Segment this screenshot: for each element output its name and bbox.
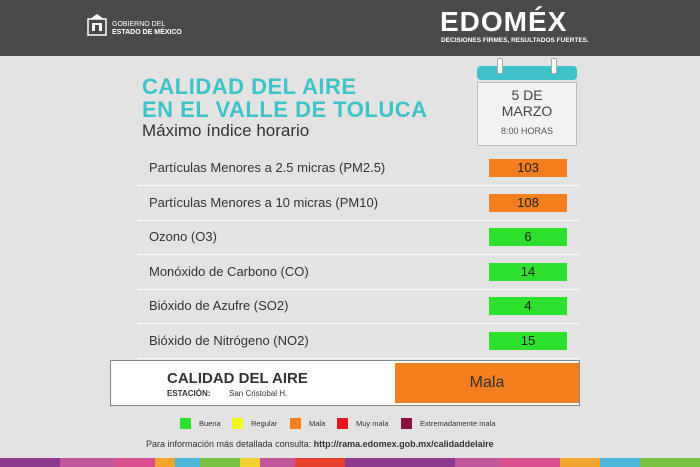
strip-segment bbox=[405, 458, 455, 467]
strip-segment bbox=[155, 458, 175, 467]
pollutant-row: Partículas Menores a 10 micras (PM10) 108 bbox=[137, 188, 579, 221]
color-strip bbox=[0, 458, 700, 467]
pollutant-label: Monóxido de Carbono (CO) bbox=[149, 263, 309, 279]
legend-label: Buena bbox=[199, 419, 221, 428]
calendar-header bbox=[477, 66, 577, 80]
legend-swatch bbox=[337, 418, 348, 429]
slogan: DECISIONES FIRMES, RESULTADOS FUERTES. bbox=[441, 37, 589, 44]
strip-segment bbox=[115, 458, 155, 467]
pollutant-label: Ozono (O3) bbox=[149, 229, 217, 244]
gov-line-2: ESTADO DE MÉXICO bbox=[112, 29, 182, 36]
gov-line-1: GOBIERNO DEL bbox=[112, 21, 166, 28]
pollutant-label: Bióxido de Nitrógeno (NO2) bbox=[149, 332, 309, 348]
legend-swatch bbox=[180, 418, 191, 429]
edomex-logo: EDOMÉX bbox=[440, 6, 568, 37]
legend-label: Extremadamente mala bbox=[420, 419, 496, 428]
strip-segment bbox=[455, 458, 500, 467]
pollutant-value: 103 bbox=[489, 159, 567, 177]
pollutant-label: Partículas Menores a 10 micras (PM10) bbox=[149, 194, 379, 210]
page-subtitle: Máximo índice horario bbox=[142, 121, 310, 140]
pollutant-label: Partículas Menores a 2.5 micras (PM2.5) bbox=[149, 160, 386, 175]
strip-segment bbox=[0, 458, 60, 467]
station-label: ESTACIÓN: bbox=[167, 389, 211, 398]
air-quality-summary: CALIDAD DEL AIRE ESTACIÓN: San Cristobal… bbox=[110, 360, 580, 406]
quality-status-badge: Mala bbox=[395, 363, 579, 403]
page-title-line-2: EN EL VALLE DE TOLUCA bbox=[142, 97, 428, 122]
strip-segment bbox=[560, 458, 600, 467]
info-footer: Para información más detallada consulta:… bbox=[146, 439, 494, 449]
strip-segment bbox=[260, 458, 295, 467]
header-bar: GOBIERNO DEL ESTADO DE MÉXICO EDOMÉX DEC… bbox=[0, 0, 700, 56]
legend-swatch bbox=[401, 418, 412, 429]
calendar-ring-left bbox=[497, 58, 503, 74]
calendar-date-line-1: 5 DE bbox=[511, 87, 543, 103]
state-coat-of-arms-icon bbox=[87, 14, 107, 36]
station-value: San Cristobal H. bbox=[229, 389, 288, 398]
pollutant-value: 6 bbox=[489, 228, 567, 246]
strip-segment bbox=[60, 458, 115, 467]
calendar-body: 5 DE MARZO 8:00 HORAS bbox=[477, 82, 577, 146]
strip-segment bbox=[240, 458, 260, 467]
page-title-line-1: CALIDAD DEL AIRE bbox=[142, 74, 357, 99]
pollutant-row: Bióxido de Nitrógeno (NO2) 15 bbox=[137, 326, 579, 359]
pollutant-value: 108 bbox=[489, 193, 567, 212]
pollutant-row: Partículas Menores a 2.5 micras (PM2.5) 1… bbox=[137, 153, 579, 186]
legend-label: Mala bbox=[309, 419, 326, 428]
info-text: Para información más detallada consulta: bbox=[146, 439, 312, 449]
strip-segment bbox=[295, 458, 345, 467]
legend-label: Muy mala bbox=[356, 419, 389, 428]
strip-segment bbox=[500, 458, 560, 467]
legend-label: Regular bbox=[251, 419, 278, 428]
government-label: GOBIERNO DEL ESTADO DE MÉXICO bbox=[112, 21, 182, 37]
legend-swatch bbox=[290, 418, 301, 429]
calendar-date-line-2: MARZO bbox=[501, 103, 553, 119]
strip-segment bbox=[345, 458, 405, 467]
strip-segment bbox=[600, 458, 640, 467]
pollutant-value: 14 bbox=[489, 262, 567, 281]
info-link[interactable]: http://rama.edomex.gob.mx/calidaddelaire bbox=[313, 439, 494, 449]
strip-segment bbox=[175, 458, 200, 467]
calendar-ring-right bbox=[551, 58, 557, 74]
pollutant-row: Monóxido de Carbono (CO) 14 bbox=[137, 257, 579, 290]
strip-segment bbox=[640, 458, 700, 467]
pollutant-row: Ozono (O3) 6 bbox=[137, 222, 579, 255]
summary-title: CALIDAD DEL AIRE bbox=[167, 370, 308, 387]
pollutant-value: 15 bbox=[489, 331, 567, 350]
strip-segment bbox=[200, 458, 240, 467]
pollutant-value: 4 bbox=[489, 297, 567, 315]
calendar-time: 8:00 HORAS bbox=[500, 126, 554, 136]
pollutant-row: Bióxido de Azufre (SO2) 4 bbox=[137, 291, 579, 324]
pollutant-label: Bióxido de Azufre (SO2) bbox=[149, 298, 289, 313]
legend-swatch bbox=[232, 418, 243, 429]
